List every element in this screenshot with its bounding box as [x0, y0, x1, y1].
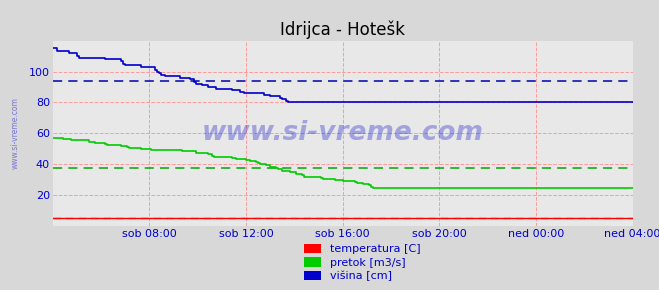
Legend: temperatura [C], pretok [m3/s], višina [cm]: temperatura [C], pretok [m3/s], višina [… — [304, 244, 420, 282]
Text: www.si-vreme.com: www.si-vreme.com — [11, 97, 20, 169]
Text: www.si-vreme.com: www.si-vreme.com — [202, 120, 484, 146]
Title: Idrijca - Hotešk: Idrijca - Hotešk — [280, 21, 405, 39]
